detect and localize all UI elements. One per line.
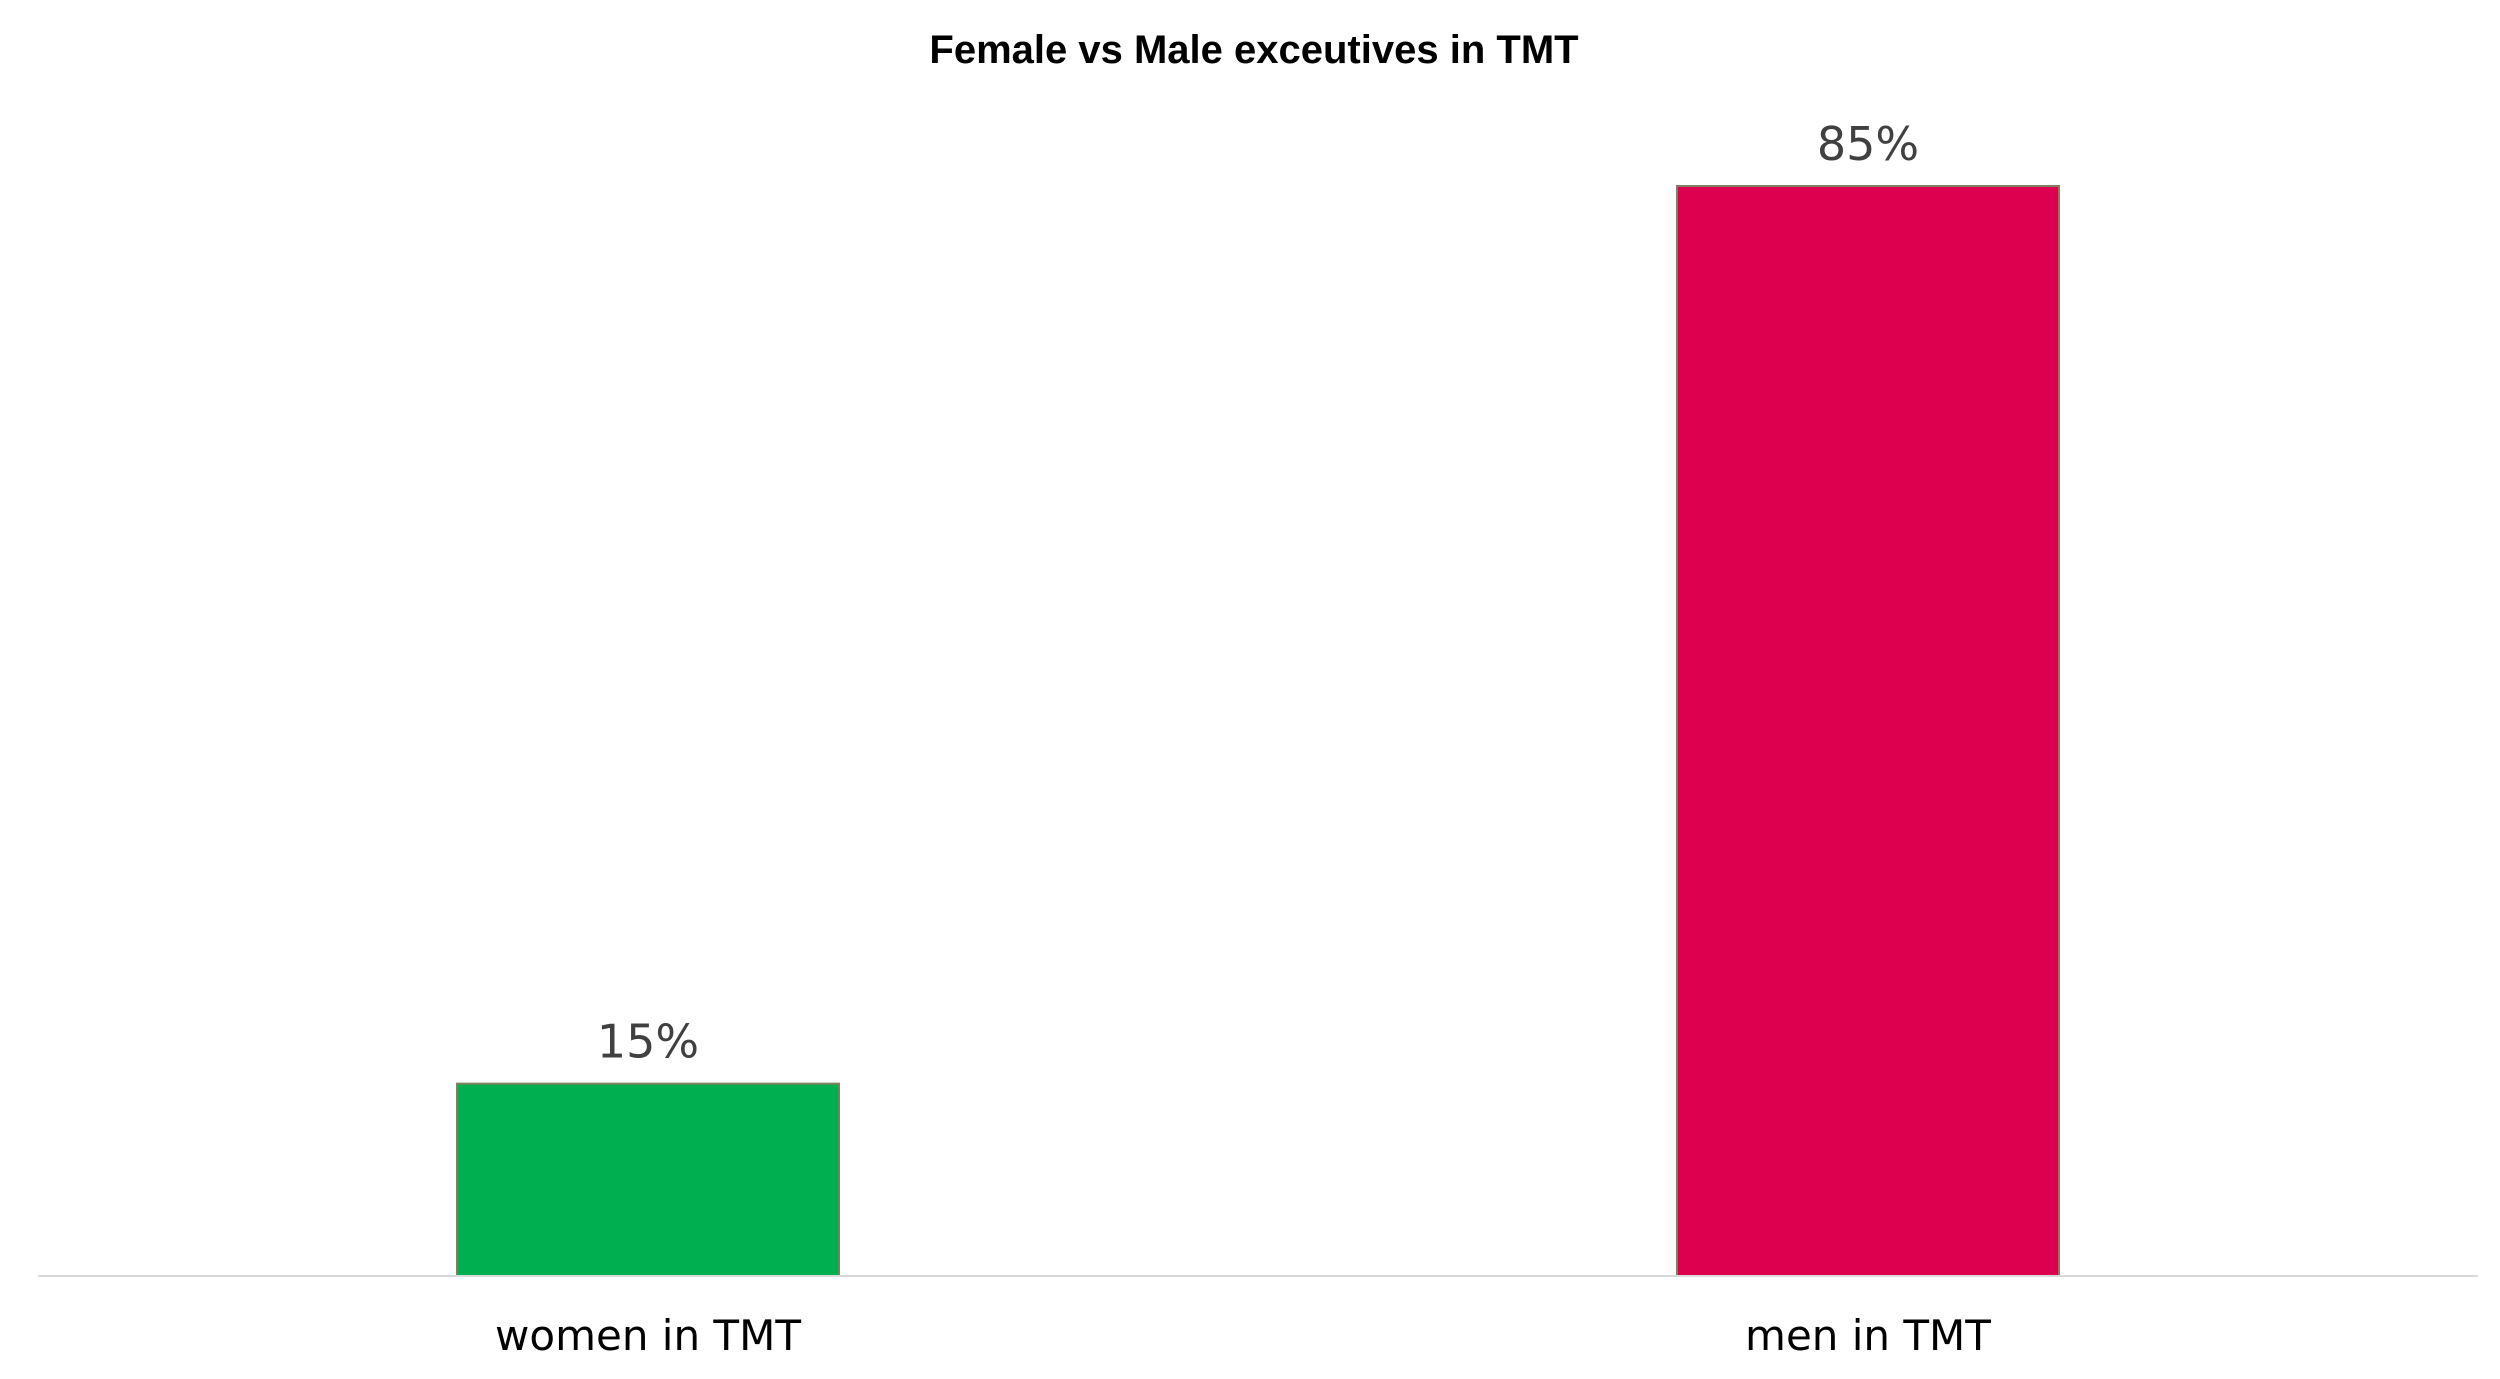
data-label-men: 85% — [1817, 117, 1919, 171]
bars-group — [456, 185, 2060, 1278]
x-tick-label-women: women in TMT — [495, 1311, 801, 1360]
tick-labels-group: women in TMT men in TMT — [495, 1311, 1991, 1360]
value-labels-group: 15% 85% — [597, 117, 1919, 1069]
chart-title: Female vs Male exceutives in TMT — [929, 28, 1578, 72]
x-tick-label-men: men in TMT — [1745, 1311, 1991, 1360]
bar-men — [1676, 185, 2060, 1277]
data-label-women: 15% — [597, 1015, 699, 1069]
bar-women — [456, 1082, 840, 1278]
